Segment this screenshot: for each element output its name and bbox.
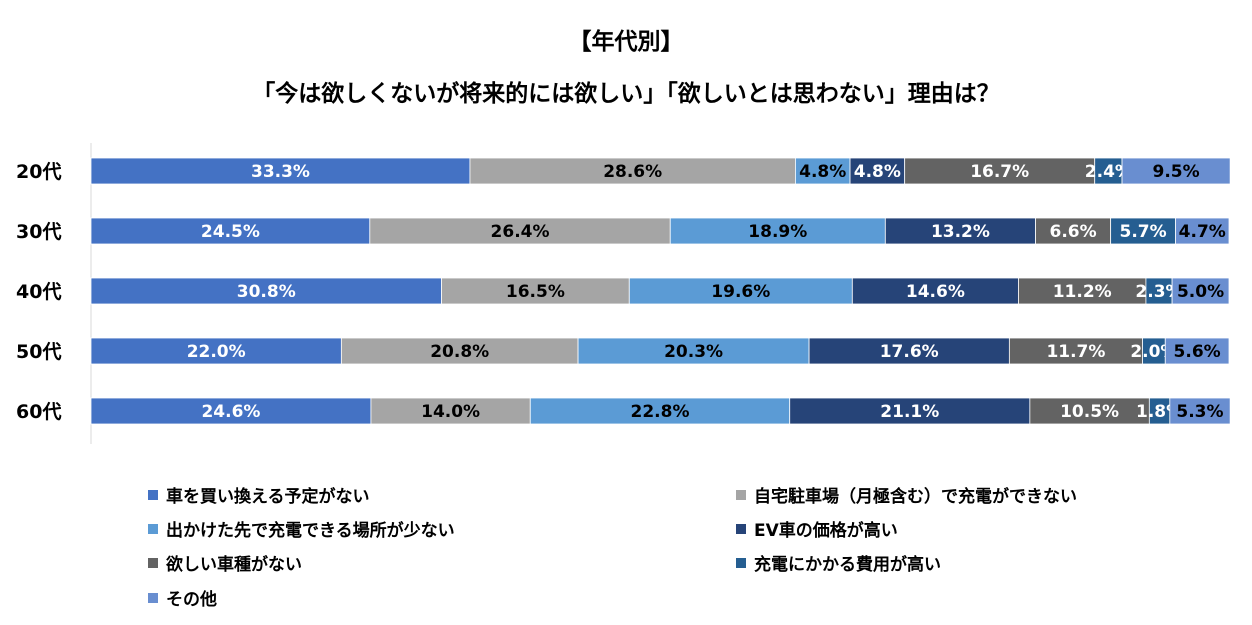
data-label: 17.6% bbox=[880, 342, 939, 362]
data-label: 26.4% bbox=[491, 222, 550, 242]
category-label: 20代 bbox=[16, 161, 61, 183]
bar-segment bbox=[795, 157, 851, 185]
bar-segment bbox=[851, 277, 1019, 305]
legend-label: EV車の価格が高い bbox=[754, 521, 898, 541]
data-label: 5.0% bbox=[1177, 282, 1224, 302]
category-label: 60代 bbox=[16, 401, 61, 423]
data-label: 22.0% bbox=[187, 342, 246, 362]
data-label: 13.2% bbox=[931, 222, 990, 242]
bar-segment bbox=[1164, 337, 1230, 365]
data-label: 24.6% bbox=[201, 402, 260, 422]
legend-label: 充電にかかる費用が高い bbox=[754, 555, 941, 575]
bar-segment bbox=[1029, 397, 1150, 425]
data-label: 5.7% bbox=[1120, 222, 1167, 242]
data-label: 14.6% bbox=[906, 282, 965, 302]
bar-segment bbox=[441, 277, 630, 305]
data-label: 24.5% bbox=[201, 222, 260, 242]
bar-segment bbox=[90, 337, 342, 365]
bar-segment bbox=[1175, 217, 1230, 245]
bar-segment bbox=[808, 337, 1010, 365]
data-label: 4.8% bbox=[854, 162, 901, 182]
legend-item: 充電にかかる費用が高い bbox=[736, 550, 941, 575]
legend-swatch bbox=[736, 523, 746, 534]
legend-label: 車を買い換える予定がない bbox=[166, 487, 370, 507]
data-label: 4.7% bbox=[1179, 222, 1226, 242]
legend-swatch bbox=[148, 489, 158, 500]
bar-segment bbox=[904, 157, 1096, 185]
category-label: 40代 bbox=[16, 281, 61, 303]
bar-segment bbox=[669, 217, 886, 245]
data-label: 28.6% bbox=[603, 162, 662, 182]
data-label: 2.4% bbox=[1085, 162, 1132, 182]
data-label: 11.2% bbox=[1053, 282, 1112, 302]
data-label: 2.3% bbox=[1135, 282, 1182, 302]
bar-segment bbox=[1008, 337, 1143, 365]
category-label: 30代 bbox=[16, 221, 61, 243]
data-label: 14.0% bbox=[421, 402, 480, 422]
legend-label: 出かけた先で充電できる場所が少ない bbox=[166, 521, 455, 541]
legend-item: 車を買い換える予定がない bbox=[148, 482, 370, 507]
data-label: 4.8% bbox=[799, 162, 846, 182]
bar-segment bbox=[884, 217, 1036, 245]
bar-segment bbox=[370, 397, 531, 425]
legend-swatch bbox=[148, 557, 158, 568]
data-label: 33.3% bbox=[251, 162, 310, 182]
chart-subtitle: 「今は欲しくないが将来的には欲しい」「欲しいとは思わない」理由は？ bbox=[252, 81, 1000, 107]
data-label: 16.5% bbox=[506, 282, 565, 302]
data-label: 21.1% bbox=[880, 402, 939, 422]
legend-swatch bbox=[736, 557, 746, 568]
data-label: 19.6% bbox=[711, 282, 770, 302]
bar-segment bbox=[1171, 277, 1230, 305]
bar-segment bbox=[90, 397, 372, 425]
legend-item: 出かけた先で充電できる場所が少ない bbox=[148, 516, 455, 541]
legend-label: 自宅駐車場（月極含む）で充電ができない bbox=[754, 487, 1077, 507]
legend-item: EV車の価格が高い bbox=[736, 516, 898, 541]
data-label: 22.8% bbox=[631, 402, 690, 422]
bar-segment bbox=[90, 277, 442, 305]
data-label: 30.8% bbox=[237, 282, 296, 302]
data-label: 9.5% bbox=[1153, 162, 1200, 182]
legend-label: その他 bbox=[166, 590, 217, 610]
chart-title: 【年代別】 bbox=[568, 29, 684, 55]
legend-swatch bbox=[148, 592, 158, 603]
data-label: 20.8% bbox=[430, 342, 489, 362]
legend-item: 自宅駐車場（月極含む）で充電ができない bbox=[736, 482, 1077, 507]
legend-item: その他 bbox=[148, 585, 217, 610]
bar-segment bbox=[1035, 217, 1112, 245]
data-label: 18.9% bbox=[748, 222, 807, 242]
bar-segment bbox=[577, 337, 810, 365]
bar-segment bbox=[1169, 397, 1231, 425]
data-label: 6.6% bbox=[1050, 222, 1097, 242]
category-label: 50代 bbox=[16, 341, 61, 363]
data-label: 5.6% bbox=[1174, 342, 1221, 362]
bar-segment bbox=[90, 157, 471, 185]
bar-segment bbox=[369, 217, 671, 245]
legend-item: 欲しい車種がない bbox=[148, 550, 302, 575]
data-label: 11.7% bbox=[1046, 342, 1105, 362]
legend-swatch bbox=[148, 523, 158, 534]
bar-segment bbox=[628, 277, 853, 305]
bar-segment bbox=[90, 217, 371, 245]
data-label: 20.3% bbox=[664, 342, 723, 362]
data-label: 10.5% bbox=[1060, 402, 1119, 422]
data-label: 16.7% bbox=[970, 162, 1029, 182]
bar-segment bbox=[1121, 157, 1231, 185]
legend-label: 欲しい車種がない bbox=[166, 555, 302, 575]
bar-segment bbox=[1110, 217, 1176, 245]
bar-segment bbox=[340, 337, 579, 365]
data-label: 5.3% bbox=[1176, 402, 1223, 422]
legend-swatch bbox=[736, 489, 746, 500]
